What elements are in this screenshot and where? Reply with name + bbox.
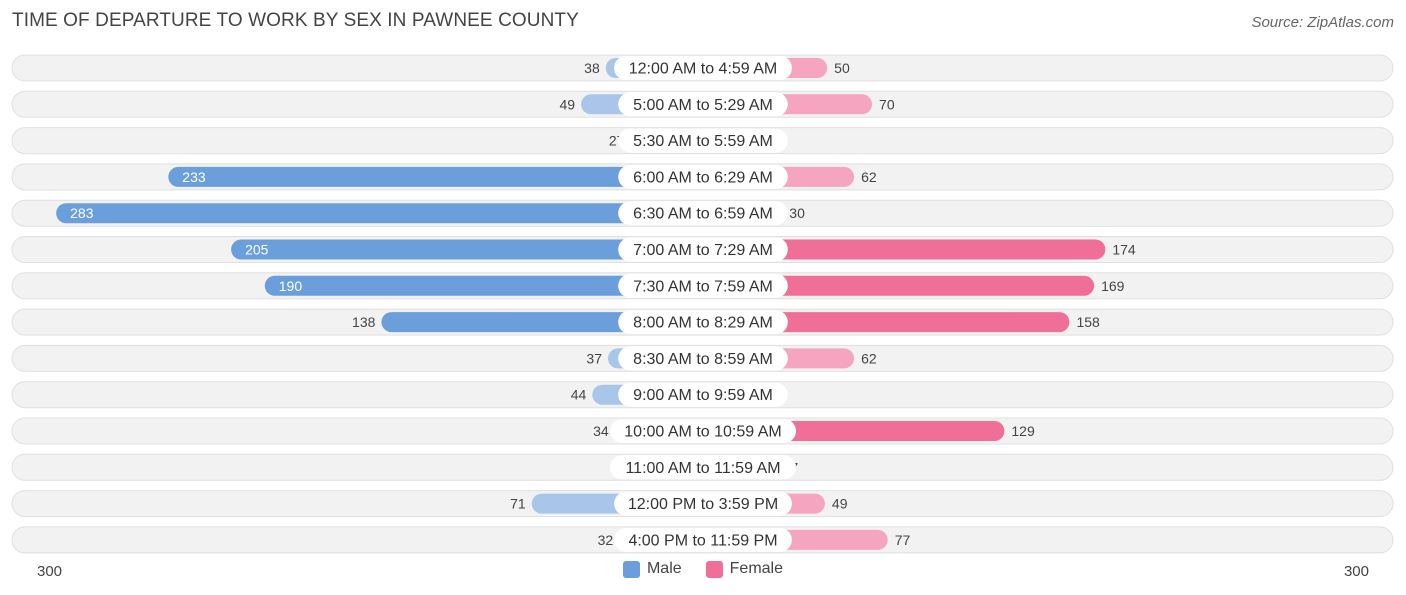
female-value-label: 158 xyxy=(1076,314,1100,330)
category-label-background xyxy=(614,527,792,552)
category-label: 11:00 AM to 11:59 AM xyxy=(625,460,780,477)
category-label-background xyxy=(618,310,788,335)
female-value-label: 174 xyxy=(1112,242,1136,258)
category-label: 12:00 PM to 3:59 PM xyxy=(628,496,778,513)
female-bar xyxy=(703,239,1106,260)
male-bar xyxy=(264,275,703,296)
male-bar xyxy=(56,203,704,224)
category-label: 9:00 AM to 9:59 AM xyxy=(633,387,773,404)
category-label-background xyxy=(610,419,796,443)
axis-right-label: 300 xyxy=(1343,563,1369,580)
source-label: Source: ZipAtlas.com xyxy=(1251,14,1394,31)
axis-left-label: 300 xyxy=(37,563,63,580)
category-label: 12:00 AM to 4:59 AM xyxy=(629,61,778,78)
male-value-label: 233 xyxy=(182,169,206,185)
category-label-background xyxy=(618,128,788,153)
category-label-background xyxy=(618,201,788,226)
female-value-label: 49 xyxy=(832,496,848,512)
female-value-label: 129 xyxy=(1011,423,1035,439)
female-value-label: 30 xyxy=(789,205,805,221)
female-value-label: 62 xyxy=(861,350,877,366)
category-label-background xyxy=(618,237,788,262)
legend-item-male: Male xyxy=(622,560,682,578)
category-label: 8:00 AM to 8:29 AM xyxy=(633,315,773,332)
legend-item-female: Female xyxy=(705,560,784,578)
male-value-label: 38 xyxy=(584,60,600,76)
category-label: 4:00 PM to 11:59 PM xyxy=(628,532,777,549)
male-value-label: 49 xyxy=(559,96,575,112)
male-value-label: 138 xyxy=(352,314,376,330)
category-label-background xyxy=(614,491,792,516)
category-label: 7:00 AM to 7:29 AM xyxy=(633,242,773,259)
male-value-label: 283 xyxy=(70,205,94,221)
category-label-background xyxy=(614,56,792,80)
male-value-label: 71 xyxy=(510,496,526,512)
female-value-label: 77 xyxy=(895,532,911,548)
legend-swatch-female xyxy=(705,560,723,578)
male-bar xyxy=(168,166,703,187)
male-value-label: 37 xyxy=(586,350,602,366)
category-label-background xyxy=(618,273,788,298)
female-value-label: 70 xyxy=(879,96,895,112)
legend-swatch-male xyxy=(622,560,640,578)
female-bar xyxy=(703,275,1095,296)
category-label-background xyxy=(610,455,796,480)
female-value-label: 62 xyxy=(861,169,877,185)
category-label: 8:30 AM to 8:59 AM xyxy=(633,351,773,368)
male-value-label: 44 xyxy=(571,387,587,403)
legend-label-male: Male xyxy=(646,560,682,577)
category-label: 5:30 AM to 5:59 AM xyxy=(633,133,773,150)
category-label-background xyxy=(618,382,788,407)
female-value-label: 169 xyxy=(1101,278,1125,294)
female-bar xyxy=(703,312,1070,333)
category-label: 7:30 AM to 7:59 AM xyxy=(633,278,773,295)
male-value-label: 34 xyxy=(593,423,609,439)
male-bar xyxy=(231,239,703,260)
male-value-label: 190 xyxy=(279,278,303,294)
female-value-label: 50 xyxy=(834,60,850,76)
male-value-label: 32 xyxy=(598,532,614,548)
category-label-background xyxy=(618,346,788,371)
category-label-background xyxy=(618,92,788,117)
legend-label-female: Female xyxy=(729,560,784,577)
category-label: 6:30 AM to 6:59 AM xyxy=(633,206,773,223)
category-label: 6:00 AM to 6:29 AM xyxy=(633,169,773,186)
male-value-label: 205 xyxy=(245,242,269,258)
legend: Male Female xyxy=(0,560,1406,578)
category-label: 5:00 AM to 5:29 AM xyxy=(633,97,773,114)
category-label: 10:00 AM to 10:59 AM xyxy=(624,424,781,441)
chart-title: TIME OF DEPARTURE TO WORK BY SEX IN PAWN… xyxy=(12,10,579,31)
category-label-background xyxy=(618,164,788,189)
